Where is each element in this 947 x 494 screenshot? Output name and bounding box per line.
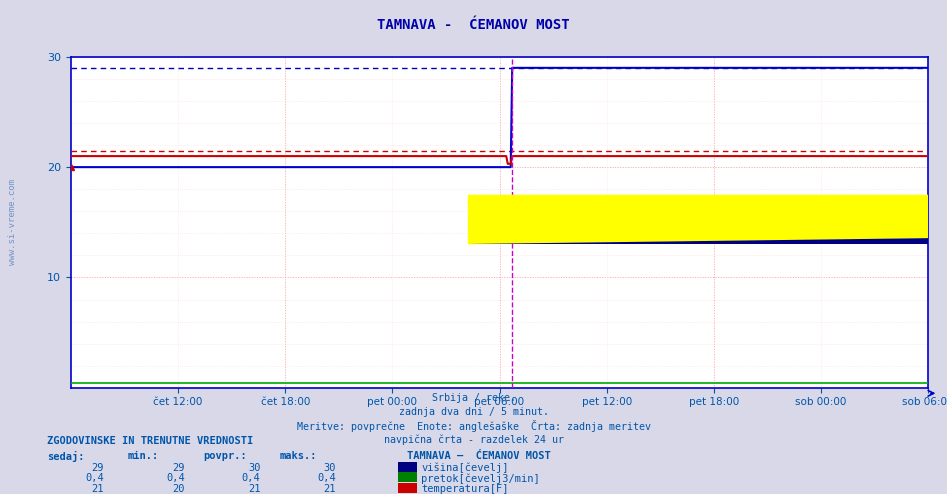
Polygon shape xyxy=(468,195,947,245)
Text: višina[čevelj]: višina[čevelj] xyxy=(421,463,509,473)
Text: pretok[čevelj3/min]: pretok[čevelj3/min] xyxy=(421,473,540,484)
Text: 29: 29 xyxy=(92,463,104,473)
Text: 20: 20 xyxy=(172,484,185,494)
Text: Meritve: povprečne  Enote: anglešaške  Črta: zadnja meritev: Meritve: povprečne Enote: anglešaške Črt… xyxy=(296,420,651,432)
Text: navpična črta - razdelek 24 ur: navpična črta - razdelek 24 ur xyxy=(384,434,563,445)
Text: povpr.:: povpr.: xyxy=(204,451,247,460)
Text: zadnja dva dni / 5 minut.: zadnja dva dni / 5 minut. xyxy=(399,407,548,416)
Text: TAMNAVA -  ĆEMANOV MOST: TAMNAVA - ĆEMANOV MOST xyxy=(377,18,570,32)
Text: 30: 30 xyxy=(248,463,260,473)
Text: min.:: min.: xyxy=(128,451,159,460)
Text: 0,4: 0,4 xyxy=(85,473,104,483)
Text: 21: 21 xyxy=(92,484,104,494)
Polygon shape xyxy=(468,195,947,245)
Text: 0,4: 0,4 xyxy=(166,473,185,483)
Text: sedaj:: sedaj: xyxy=(47,451,85,461)
Text: 0,4: 0,4 xyxy=(241,473,260,483)
Text: temperatura[F]: temperatura[F] xyxy=(421,484,509,494)
Text: ZGODOVINSKE IN TRENUTNE VREDNOSTI: ZGODOVINSKE IN TRENUTNE VREDNOSTI xyxy=(47,436,254,446)
Text: Srbija / reke.: Srbija / reke. xyxy=(432,393,515,403)
Text: 21: 21 xyxy=(248,484,260,494)
Text: www.si-vreme.com: www.si-vreme.com xyxy=(8,179,17,265)
Text: TAMNAVA –  ĆEMANOV MOST: TAMNAVA – ĆEMANOV MOST xyxy=(407,451,551,460)
Text: 30: 30 xyxy=(324,463,336,473)
Text: 21: 21 xyxy=(324,484,336,494)
Text: 29: 29 xyxy=(172,463,185,473)
Text: 0,4: 0,4 xyxy=(317,473,336,483)
Text: maks.:: maks.: xyxy=(279,451,317,460)
